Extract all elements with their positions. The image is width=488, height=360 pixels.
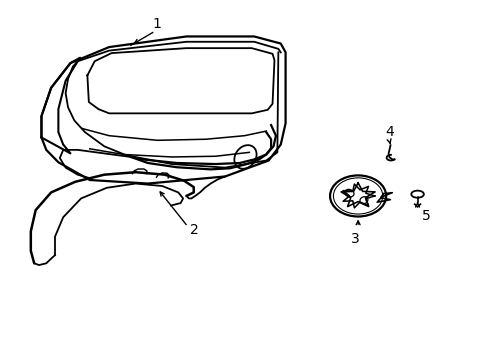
Text: 4: 4 xyxy=(385,125,393,139)
Text: 3: 3 xyxy=(350,233,359,247)
Text: 1: 1 xyxy=(152,17,161,31)
Text: 5: 5 xyxy=(421,210,429,224)
Text: 2: 2 xyxy=(190,222,199,237)
